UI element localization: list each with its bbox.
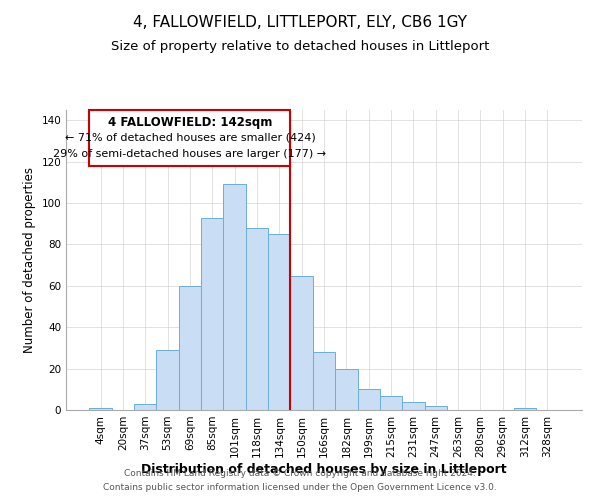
Bar <box>201 218 223 410</box>
Bar <box>358 390 380 410</box>
Bar <box>335 368 358 410</box>
Y-axis label: Number of detached properties: Number of detached properties <box>23 167 36 353</box>
Bar <box>290 276 313 410</box>
Bar <box>246 228 268 410</box>
Text: 4 FALLOWFIELD: 142sqm: 4 FALLOWFIELD: 142sqm <box>108 116 272 129</box>
Text: Contains HM Land Registry data © Crown copyright and database right 2024.: Contains HM Land Registry data © Crown c… <box>124 468 476 477</box>
Bar <box>313 352 335 410</box>
Bar <box>514 408 536 410</box>
Bar <box>157 350 179 410</box>
Bar <box>402 402 425 410</box>
X-axis label: Distribution of detached houses by size in Littleport: Distribution of detached houses by size … <box>141 462 507 475</box>
Bar <box>179 286 201 410</box>
Text: 29% of semi-detached houses are larger (177) →: 29% of semi-detached houses are larger (… <box>53 148 326 158</box>
Text: ← 71% of detached houses are smaller (424): ← 71% of detached houses are smaller (42… <box>65 133 316 143</box>
Bar <box>89 408 112 410</box>
Bar <box>425 406 447 410</box>
Bar <box>268 234 290 410</box>
Bar <box>134 404 157 410</box>
Text: Size of property relative to detached houses in Littleport: Size of property relative to detached ho… <box>111 40 489 53</box>
Bar <box>223 184 246 410</box>
Text: 4, FALLOWFIELD, LITTLEPORT, ELY, CB6 1GY: 4, FALLOWFIELD, LITTLEPORT, ELY, CB6 1GY <box>133 15 467 30</box>
FancyBboxPatch shape <box>89 110 290 166</box>
Text: Contains public sector information licensed under the Open Government Licence v3: Contains public sector information licen… <box>103 484 497 492</box>
Bar <box>380 396 402 410</box>
